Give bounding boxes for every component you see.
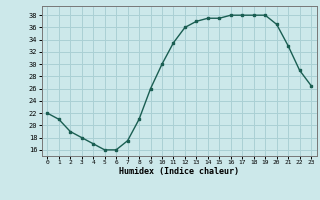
X-axis label: Humidex (Indice chaleur): Humidex (Indice chaleur) bbox=[119, 167, 239, 176]
